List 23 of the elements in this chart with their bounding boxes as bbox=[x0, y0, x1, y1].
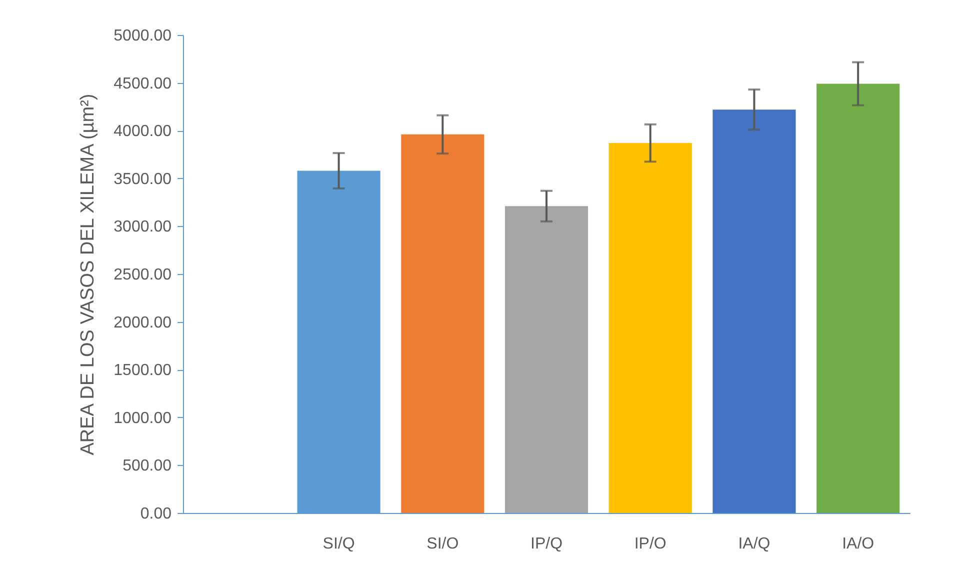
x-tick-label: SI/O bbox=[426, 536, 459, 552]
bar bbox=[504, 206, 588, 513]
y-tick-label: 0.00 bbox=[140, 506, 172, 522]
bar bbox=[816, 84, 900, 513]
y-tick-label: 3500.00 bbox=[114, 170, 172, 188]
y-tick-label: 3000.00 bbox=[114, 218, 172, 236]
y-tick-label: 4000.00 bbox=[114, 123, 172, 140]
y-tick-label: 4500.00 bbox=[114, 75, 172, 92]
bar bbox=[712, 110, 796, 513]
x-tick-label: IP/O bbox=[634, 536, 666, 552]
x-tick-label: IP/Q bbox=[530, 536, 563, 552]
y-tick-label: 1000.00 bbox=[114, 410, 172, 427]
y-tick-label: 2000.00 bbox=[114, 314, 172, 332]
bar bbox=[608, 143, 692, 513]
y-tick-label: 500.00 bbox=[122, 458, 172, 475]
y-axis-title: AREA DE LOS VASOS DEL XILEMA (µm²) bbox=[78, 94, 99, 456]
bar bbox=[401, 134, 484, 513]
x-tick-label: SI/Q bbox=[322, 536, 355, 552]
y-tick-label: 2500.00 bbox=[114, 266, 172, 284]
y-tick-label: 5000.00 bbox=[114, 28, 172, 44]
x-tick-label: IA/O bbox=[842, 536, 874, 552]
x-tick-label: IA/Q bbox=[738, 536, 770, 552]
y-tick-label: 1500.00 bbox=[114, 362, 172, 380]
